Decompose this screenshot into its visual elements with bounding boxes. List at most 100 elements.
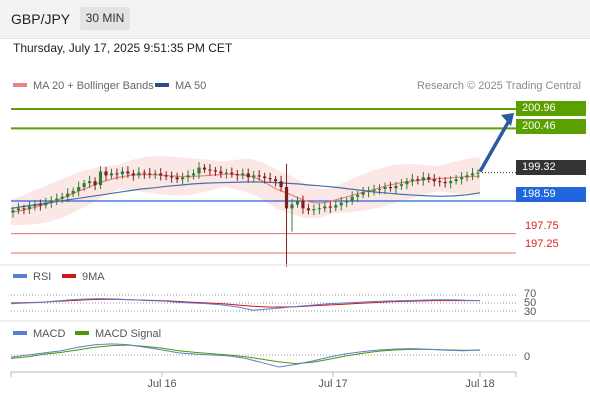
rsi-level-70: 70	[524, 288, 537, 300]
candle-body	[312, 209, 316, 211]
candle-body	[372, 189, 376, 191]
macd-zero-label: 0	[524, 351, 531, 363]
candle-body	[290, 204, 294, 209]
legend-ma50: MA 50	[155, 80, 206, 92]
rsi-level-50: 50	[524, 297, 537, 309]
macd-signal-legend: MACD Signal	[75, 328, 161, 340]
candle-body	[164, 175, 168, 177]
candle-body	[224, 172, 228, 174]
rsi-ma-line	[10, 298, 480, 308]
candle-body	[93, 181, 97, 186]
candle-body	[301, 200, 305, 209]
last-price-box: 199.32	[516, 160, 586, 175]
candle-body	[323, 206, 327, 209]
datetime-label: Thursday, July 17, 2025 9:51:35 PM CET	[13, 41, 233, 55]
candle-body	[246, 173, 250, 178]
candle-body	[180, 177, 185, 180]
candle-body	[268, 178, 272, 180]
candle-body	[328, 206, 332, 208]
candle-body	[388, 187, 393, 189]
candle-body	[159, 173, 163, 176]
macd-legend-label: MACD	[33, 328, 66, 340]
candle-body	[82, 183, 86, 188]
candle-body	[459, 177, 464, 180]
candle-body	[449, 181, 453, 184]
x-tick-label: Jul 16	[147, 378, 177, 390]
candle-body	[98, 171, 103, 186]
candle-body	[284, 187, 289, 209]
rsi-legend: RSI	[13, 271, 51, 283]
candle-body	[339, 202, 343, 206]
candle-body	[115, 173, 119, 175]
candle-body	[356, 194, 360, 197]
candle-body	[235, 174, 239, 176]
rsi-line	[10, 298, 481, 311]
candle-body	[219, 171, 223, 174]
candle-body	[394, 185, 398, 189]
candle-body	[33, 204, 37, 207]
macd-signal-legend-label: MACD Signal	[95, 328, 162, 340]
candle-body	[16, 208, 21, 211]
macd-signal-swatch	[75, 331, 89, 336]
rsi-level-30: 30	[524, 306, 537, 318]
copyright-label: Research © 2025 Trading Central	[416, 80, 581, 92]
ma50-legend-label: MA 50	[175, 80, 207, 92]
ma50-line	[10, 181, 481, 209]
candle-body	[241, 173, 245, 176]
candle-body	[454, 179, 458, 182]
forecast-arrow	[478, 118, 512, 173]
candle-body	[465, 175, 469, 178]
candle-body	[87, 181, 92, 184]
candle-body	[175, 177, 179, 180]
candle-body	[410, 179, 414, 182]
ma20-swatch	[13, 83, 27, 88]
candle-body	[476, 172, 480, 174]
candle-body	[432, 179, 436, 182]
candle-body	[120, 171, 125, 175]
candle-body	[142, 172, 146, 174]
rsi-legend-label: RSI	[33, 271, 52, 283]
candle-body	[443, 181, 447, 184]
x-tick-label: Jul 18	[465, 378, 495, 390]
forecast-arrowhead	[501, 113, 514, 126]
macd-line	[10, 343, 481, 368]
macd-signal-line	[10, 344, 480, 365]
candle-body	[104, 171, 108, 176]
candle-body	[295, 200, 300, 205]
candle-body	[350, 196, 354, 201]
support1-label: 197.75	[525, 220, 559, 232]
candle-body	[170, 176, 174, 178]
candle-body	[257, 175, 261, 177]
candle-body	[22, 208, 26, 210]
candle-body	[191, 173, 196, 176]
ma50-swatch	[155, 83, 169, 88]
candle-body	[361, 192, 365, 195]
support2-label: 197.25	[525, 238, 559, 250]
candle-body	[383, 187, 387, 189]
candle-body	[334, 205, 338, 208]
candle-body	[38, 204, 42, 206]
candle-body	[252, 175, 256, 178]
rsi-swatch	[13, 274, 27, 279]
candle-body	[126, 171, 130, 174]
candle-body	[470, 173, 475, 176]
candle-body	[230, 172, 234, 175]
candle-body	[438, 181, 442, 183]
candle-body	[44, 202, 48, 206]
candle-body	[405, 181, 409, 185]
chart-header: GBP/JPY 30 MIN	[0, 0, 590, 39]
candle-body	[427, 177, 431, 180]
candle-body	[273, 179, 278, 182]
candle-body	[345, 200, 349, 203]
candle-body	[131, 173, 135, 176]
pivot-price-box: 198.59	[516, 187, 586, 202]
candle-body	[186, 175, 190, 178]
candle-body	[49, 200, 53, 203]
x-tick-label: Jul 17	[318, 378, 348, 390]
rsi-ma-legend: 9MA	[62, 271, 105, 283]
candle-body	[137, 172, 141, 176]
ma20-legend-label: MA 20 + Bollinger Bands	[33, 80, 154, 92]
timeframe-button[interactable]: 30 MIN	[80, 7, 130, 30]
candle-body	[153, 173, 157, 175]
